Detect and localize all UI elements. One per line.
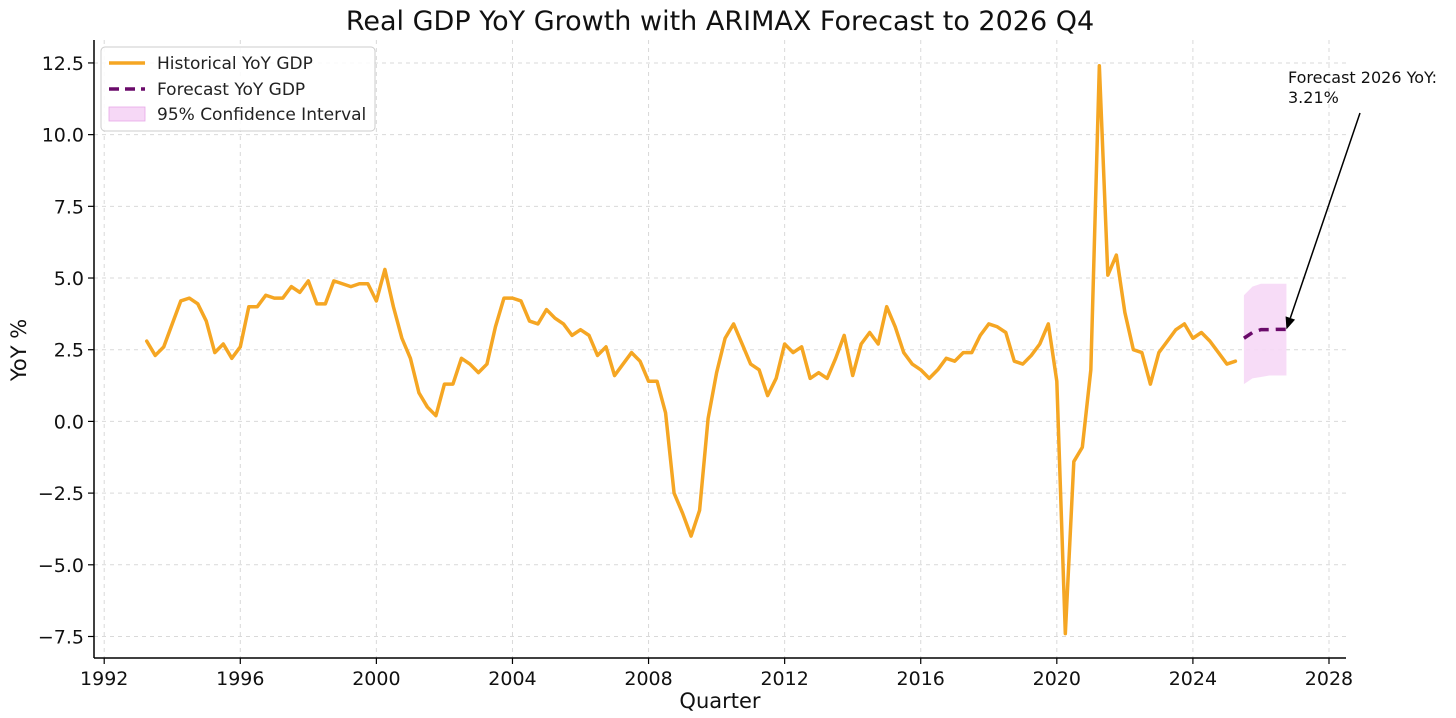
legend: Historical YoY GDP Forecast YoY GDP 95% … <box>100 46 376 132</box>
y-axis-ticks: −7.5 −5.0 −2.5 0.0 2.5 5.0 7.5 10.0 12.5 <box>38 53 94 648</box>
y-tick-label-8: 12.5 <box>42 53 84 75</box>
y-axis-label: YoY % <box>7 319 31 382</box>
series-line-historical <box>144 64 1238 636</box>
y-tick-label-5: 5.0 <box>54 268 84 290</box>
grid <box>94 40 1346 658</box>
series-layer <box>144 64 1287 636</box>
confidence-interval-band <box>1243 283 1287 385</box>
x-tick-label-6: 2016 <box>897 668 945 690</box>
x-tick-label-0: 1992 <box>80 668 128 690</box>
x-tick-label-3: 2004 <box>488 668 536 690</box>
x-tick-label-8: 2024 <box>1169 668 1217 690</box>
x-tick-label-5: 2012 <box>760 668 808 690</box>
y-tick-label-1: −5.0 <box>38 555 84 577</box>
y-tick-label-0: −7.5 <box>38 626 84 648</box>
annotation-text-line2: 3.21% <box>1288 88 1339 107</box>
x-tick-label-7: 2020 <box>1033 668 1081 690</box>
series-line-forecast <box>1242 327 1287 340</box>
y-tick-label-4: 2.5 <box>54 340 84 362</box>
legend-label-forecast: Forecast YoY GDP <box>157 80 305 100</box>
legend-box <box>100 46 376 132</box>
y-tick-label-2: −2.5 <box>38 483 84 505</box>
legend-label-confidence-interval: 95% Confidence Interval <box>157 105 366 125</box>
y-tick-label-7: 10.0 <box>42 125 84 147</box>
confidence-interval-layer <box>1243 283 1287 385</box>
annotation-arrowhead <box>1285 316 1296 330</box>
axes <box>93 40 1346 659</box>
x-tick-label-1: 1996 <box>216 668 264 690</box>
annotation-arrow <box>1289 112 1361 319</box>
x-tick-label-4: 2008 <box>624 668 672 690</box>
x-tick-label-2: 2000 <box>352 668 400 690</box>
y-tick-label-6: 7.5 <box>54 196 84 218</box>
x-tick-label-9: 2028 <box>1305 668 1353 690</box>
x-axis-label: Quarter <box>679 689 760 713</box>
y-tick-label-3: 0.0 <box>54 411 84 433</box>
annotation-text-line1: Forecast 2026 YoY: <box>1288 68 1437 87</box>
legend-swatch-confidence-interval <box>108 106 146 122</box>
x-axis-ticks: 1992 1996 2000 2004 2008 2012 2016 2020 2024 2028 <box>80 658 1353 690</box>
legend-label-historical: Historical YoY GDP <box>157 54 313 74</box>
chart-title: Real GDP YoY Growth with ARIMAX Forecast… <box>346 6 1094 37</box>
forecast-annotation: Forecast 2026 YoY: 3.21% <box>1285 68 1437 330</box>
